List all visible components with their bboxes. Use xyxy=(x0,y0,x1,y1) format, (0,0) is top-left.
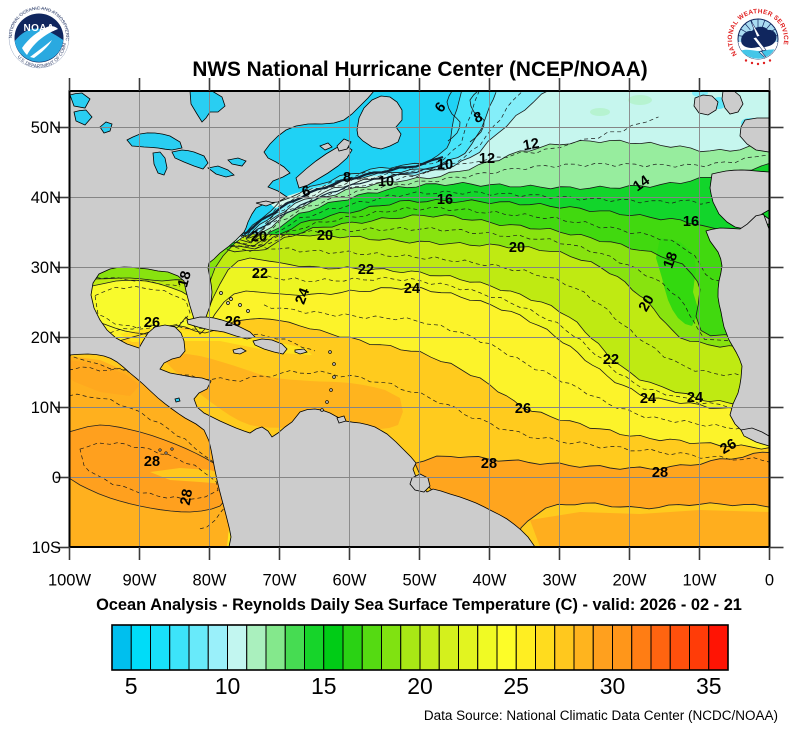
svg-text:NWS National Hurricane Center: NWS National Hurricane Center (NCEP/NOAA… xyxy=(192,58,647,81)
svg-text:15: 15 xyxy=(311,673,337,699)
svg-text:Data Source: National Climatic: Data Source: National Climatic Data Cent… xyxy=(424,708,778,723)
svg-text:24: 24 xyxy=(293,286,314,307)
svg-text:70W: 70W xyxy=(263,572,297,590)
svg-text:24: 24 xyxy=(404,281,420,297)
svg-text:20W: 20W xyxy=(613,572,647,590)
svg-text:50N: 50N xyxy=(31,119,61,137)
svg-text:18: 18 xyxy=(175,269,195,289)
svg-text:30W: 30W xyxy=(543,572,577,590)
svg-text:28: 28 xyxy=(178,488,197,507)
svg-text:35: 35 xyxy=(696,673,722,699)
svg-text:16: 16 xyxy=(437,192,453,208)
svg-text:24: 24 xyxy=(687,390,703,406)
svg-text:10: 10 xyxy=(215,673,241,699)
svg-text:20: 20 xyxy=(636,293,658,315)
svg-text:50W: 50W xyxy=(403,572,437,590)
svg-text:20: 20 xyxy=(251,229,267,245)
svg-text:16: 16 xyxy=(683,214,699,230)
svg-text:40W: 40W xyxy=(473,572,507,590)
svg-text:30: 30 xyxy=(600,673,626,699)
svg-text:6: 6 xyxy=(300,183,312,201)
svg-text:0: 0 xyxy=(765,572,774,590)
svg-text:10: 10 xyxy=(437,157,453,173)
svg-text:5: 5 xyxy=(125,673,138,699)
svg-text:10S: 10S xyxy=(32,539,61,557)
svg-text:12: 12 xyxy=(479,151,495,167)
svg-text:90W: 90W xyxy=(123,572,157,590)
svg-text:12: 12 xyxy=(522,136,541,155)
svg-text:28: 28 xyxy=(652,465,668,481)
svg-text:26: 26 xyxy=(144,315,160,331)
svg-text:22: 22 xyxy=(603,352,619,368)
svg-text:20: 20 xyxy=(317,228,333,244)
svg-text:26: 26 xyxy=(718,436,740,458)
svg-text:20: 20 xyxy=(407,673,433,699)
svg-text:20: 20 xyxy=(509,240,525,256)
svg-text:Ocean Analysis - Reynolds Dail: Ocean Analysis - Reynolds Daily Sea Surf… xyxy=(96,596,742,614)
svg-text:8: 8 xyxy=(343,170,351,186)
svg-text:22: 22 xyxy=(358,262,374,278)
svg-text:14: 14 xyxy=(630,173,652,195)
svg-text:60W: 60W xyxy=(333,572,367,590)
svg-text:20N: 20N xyxy=(31,329,61,347)
svg-text:10: 10 xyxy=(378,174,394,190)
svg-text:30N: 30N xyxy=(31,259,61,277)
svg-text:10N: 10N xyxy=(31,399,61,417)
svg-text:40N: 40N xyxy=(31,189,61,207)
svg-text:25: 25 xyxy=(503,673,529,699)
svg-text:18: 18 xyxy=(661,250,682,271)
svg-text:28: 28 xyxy=(481,456,497,472)
svg-text:26: 26 xyxy=(515,401,531,417)
svg-text:26: 26 xyxy=(225,314,241,330)
svg-text:100W: 100W xyxy=(48,572,92,590)
svg-text:22: 22 xyxy=(252,266,268,282)
svg-text:0: 0 xyxy=(52,469,61,487)
svg-text:24: 24 xyxy=(640,391,656,407)
svg-text:NOAA: NOAA xyxy=(23,23,54,34)
svg-text:80W: 80W xyxy=(193,572,227,590)
svg-text:28: 28 xyxy=(144,454,160,470)
svg-text:10W: 10W xyxy=(683,572,717,590)
